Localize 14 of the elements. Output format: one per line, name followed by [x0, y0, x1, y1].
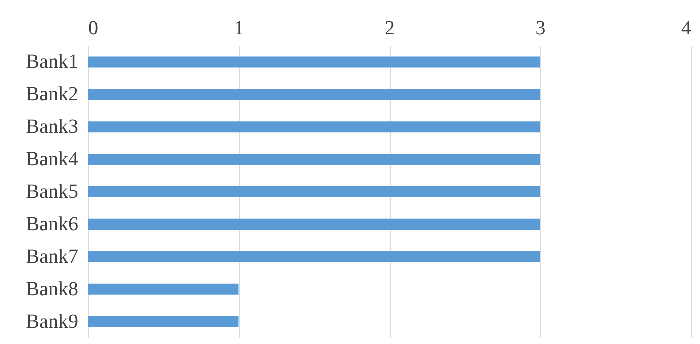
x-tick-label: 4 — [682, 18, 692, 40]
y-tick-label: Bank1 — [26, 51, 78, 74]
y-tick-label: Bank9 — [26, 310, 78, 333]
y-tick-label: Bank6 — [26, 213, 78, 236]
y-tick-label: Bank5 — [26, 181, 78, 203]
x-tick-label: 2 — [385, 18, 395, 40]
y-tick-label: Bank3 — [26, 116, 78, 138]
y-tick-label: Bank2 — [26, 84, 78, 106]
x-tick-label: 3 — [536, 18, 546, 40]
x-tick-label: 1 — [234, 18, 244, 40]
x-tick-label: 0 — [88, 18, 98, 40]
y-tick-label: Bank7 — [26, 246, 78, 268]
y-tick-label: Bank4 — [26, 148, 78, 171]
y-tick-label: Bank8 — [26, 278, 78, 300]
